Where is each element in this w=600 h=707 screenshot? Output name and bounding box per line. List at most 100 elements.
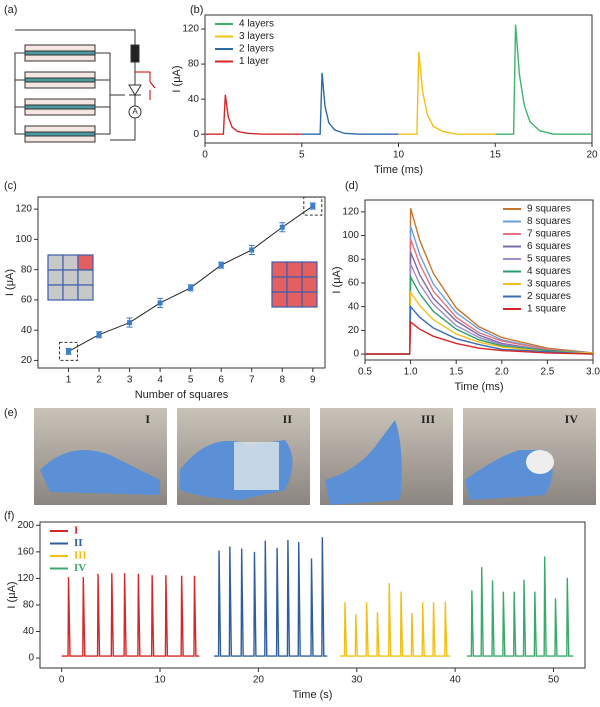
legend-label: I <box>74 525 78 537</box>
y-tick-label: 0 <box>193 129 199 140</box>
x-tick-label: 3.0 <box>586 367 600 378</box>
x-axis-title: Time (s) <box>293 689 333 701</box>
inset-cell <box>62 254 79 271</box>
series-line <box>214 537 328 657</box>
x-axis-title: Time (ms) <box>454 381 503 393</box>
marker <box>66 348 72 354</box>
y-tick-label: 80 <box>348 254 360 265</box>
inset-cell <box>62 284 79 301</box>
y-tick-label: 120 <box>182 24 199 35</box>
plot-frame <box>364 199 594 361</box>
series-line <box>398 51 496 135</box>
x-tick-label: 0 <box>202 150 208 161</box>
plot-frame <box>37 196 326 369</box>
y-tick-label: 80 <box>23 600 35 611</box>
y-tick-label: 40 <box>188 94 200 105</box>
series-line <box>495 24 592 135</box>
marker <box>188 285 194 291</box>
inset-cell <box>77 284 94 301</box>
photo-label: I <box>145 412 150 426</box>
x-tick-label: 2 <box>96 375 102 386</box>
panel-label: (e) <box>4 407 17 419</box>
legend-label: 4 squares <box>527 266 571 277</box>
inset-cell <box>47 269 64 286</box>
y-tick-label: 60 <box>21 295 33 306</box>
x-tick-label: 0 <box>59 675 65 686</box>
y-tick-label: 0 <box>353 349 359 360</box>
y-tick-label: 120 <box>342 206 359 217</box>
panel-label: (a) <box>4 4 17 16</box>
inset-cell <box>271 261 288 278</box>
y-tick-label: 120 <box>15 204 32 215</box>
inset-cell <box>47 284 64 301</box>
x-tick-label: 0.5 <box>358 367 372 378</box>
legend-label: 2 layers <box>239 44 274 55</box>
y-tick-label: 0 <box>28 653 34 664</box>
y-tick-label: 20 <box>348 325 360 336</box>
x-tick-label: 10 <box>154 675 166 686</box>
highlight-box <box>303 196 323 216</box>
y-tick-label: 40 <box>348 301 360 312</box>
marker <box>96 332 102 338</box>
inset-cell <box>286 276 303 293</box>
legend-label: 3 squares <box>527 279 571 290</box>
legend-label: 9 squares <box>527 204 571 215</box>
series-line <box>205 94 302 135</box>
plot-frame <box>39 521 586 669</box>
x-tick-label: 9 <box>310 375 316 386</box>
photo-label: III <box>421 412 435 426</box>
y-tick-label: 120 <box>17 573 34 584</box>
y-axis-title: I (μA) <box>6 581 18 608</box>
inset-cell <box>301 291 318 308</box>
panel-label: (d) <box>345 180 358 192</box>
x-tick-label: 2.5 <box>540 367 554 378</box>
ammeter-label: A <box>132 107 138 116</box>
circuit <box>14 29 156 143</box>
legend-label: 4 layers <box>239 19 274 30</box>
x-tick-label: 30 <box>351 675 363 686</box>
inset-cell <box>47 254 64 271</box>
series-line <box>61 573 200 657</box>
inset-cell <box>301 261 318 278</box>
x-tick-label: 5 <box>299 150 305 161</box>
inset-cell <box>286 261 303 278</box>
x-tick-label: 20 <box>253 675 265 686</box>
x-tick-label: 10 <box>393 150 405 161</box>
photos <box>34 408 596 505</box>
x-tick-label: 1.0 <box>404 367 418 378</box>
legend-label: 5 squares <box>527 254 571 265</box>
x-tick-label: 2.0 <box>495 367 509 378</box>
marker <box>249 247 255 253</box>
y-tick-label: 60 <box>348 278 360 289</box>
y-tick-label: 100 <box>342 230 359 241</box>
y-tick-label: 200 <box>17 520 34 531</box>
y-tick-label: 80 <box>188 59 200 70</box>
marker <box>218 262 224 268</box>
series-line <box>365 320 594 355</box>
x-tick-label: 20 <box>586 150 598 161</box>
x-tick-label: 15 <box>490 150 502 161</box>
panel-label: (f) <box>4 510 14 522</box>
legend-label: 6 squares <box>527 241 571 252</box>
x-tick-label: 50 <box>548 675 560 686</box>
x-axis-title: Number of squares <box>135 389 229 401</box>
legend-label: II <box>74 537 83 549</box>
series-line <box>466 556 574 657</box>
panel-label: (b) <box>190 4 203 16</box>
inset-cell <box>62 269 79 286</box>
x-tick-label: 7 <box>249 375 255 386</box>
legend-label: 2 squares <box>527 291 571 302</box>
panel-label: (c) <box>4 180 17 192</box>
legend-label: III <box>74 550 87 562</box>
y-tick-label: 80 <box>21 264 33 275</box>
marker <box>279 224 285 230</box>
marker <box>157 300 163 306</box>
y-tick-label: 40 <box>21 325 33 336</box>
y-axis-title: I (μA) <box>171 65 183 92</box>
y-axis-title: I (μA) <box>4 269 16 296</box>
x-tick-label: 1 <box>66 375 72 386</box>
y-tick-label: 20 <box>21 355 33 366</box>
y-tick-label: 160 <box>17 547 34 558</box>
y-axis-title: I (μA) <box>331 266 343 293</box>
